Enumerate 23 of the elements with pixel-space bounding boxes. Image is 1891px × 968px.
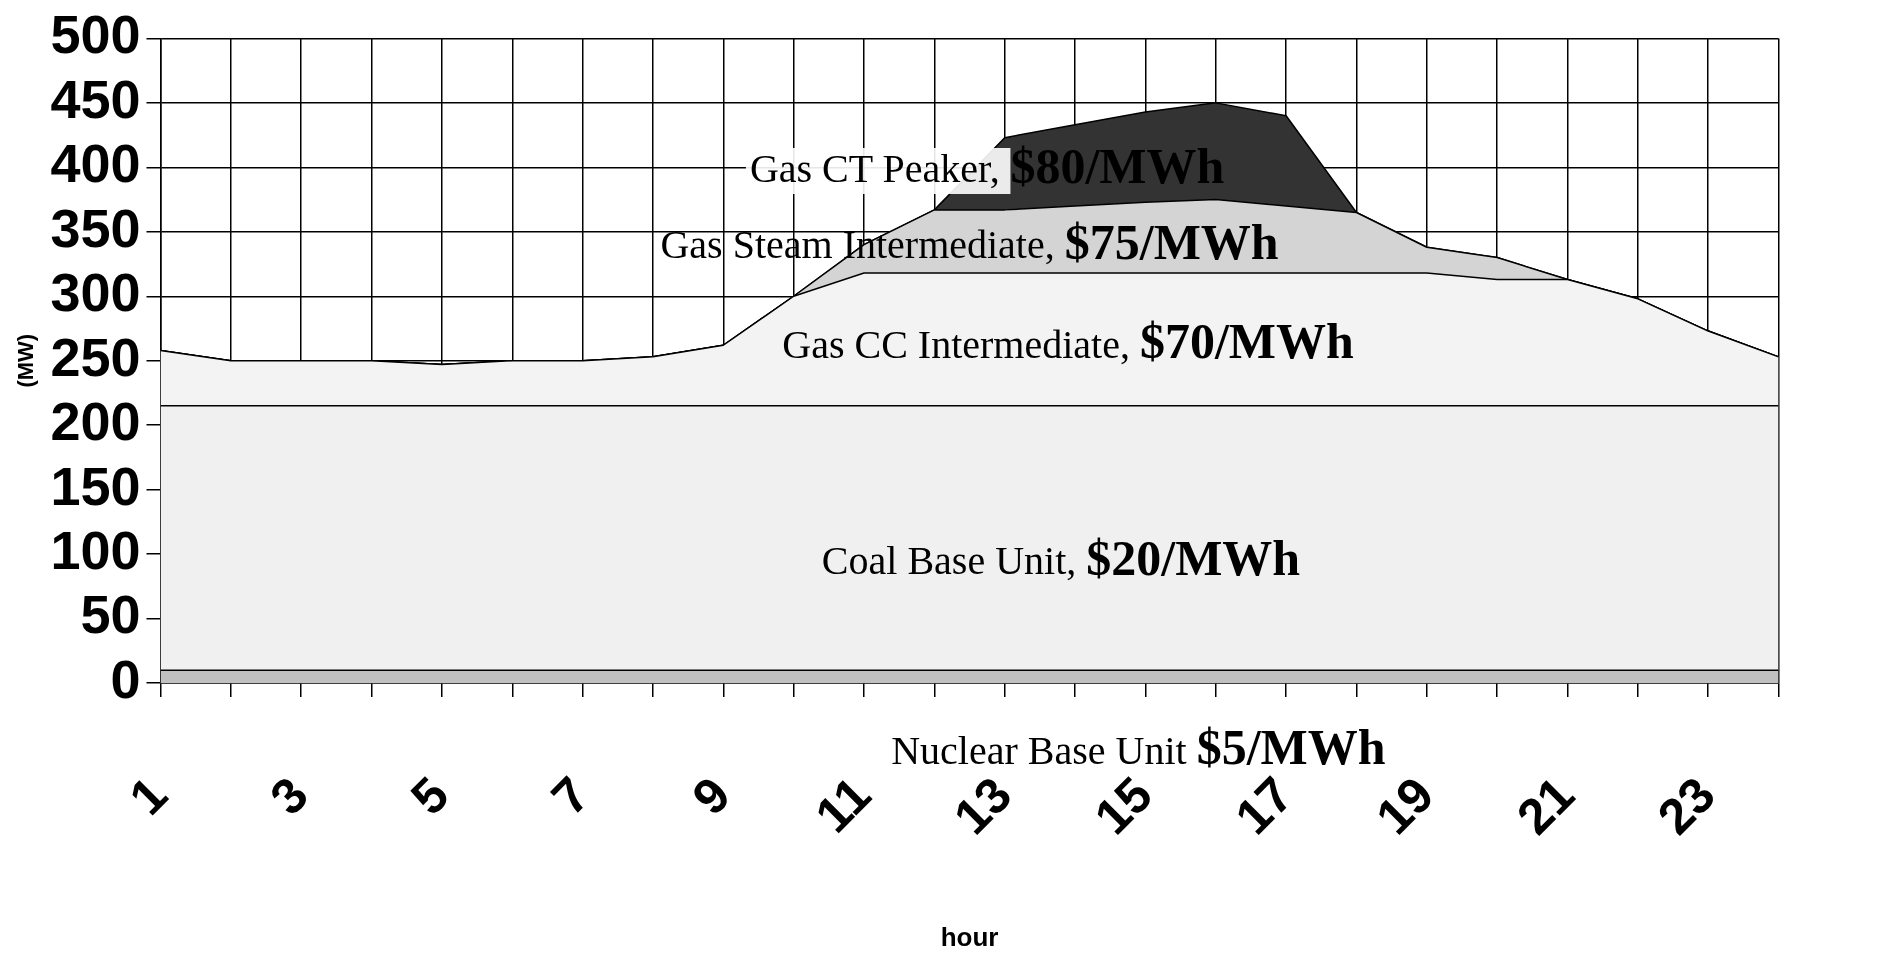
- y-tick-label: 200: [50, 391, 141, 452]
- x-tick-label: 23: [1646, 766, 1726, 846]
- y-tick-label: 350: [50, 197, 141, 258]
- y-tick-label: 250: [50, 326, 141, 387]
- y-tick-label: 50: [80, 584, 141, 645]
- x-tick-label: 21: [1506, 766, 1586, 846]
- x-tick-label: 3: [259, 766, 319, 826]
- y-tick-label: 100: [50, 520, 141, 581]
- x-axis-title: hour: [940, 921, 999, 952]
- y-tick-label: 300: [50, 262, 141, 323]
- x-tick-label: 9: [681, 766, 741, 826]
- x-tick-label: 7: [540, 766, 601, 826]
- y-tick-label: 150: [50, 455, 141, 516]
- y-axis-title: (MW): [13, 333, 39, 388]
- annotation: Coal Base Unit, $20/MWh: [821, 529, 1301, 586]
- y-tick-label: 450: [50, 68, 141, 129]
- x-tick-label: 5: [400, 766, 460, 826]
- x-tick-label: 11: [804, 766, 882, 844]
- y-tick-label: 400: [50, 133, 141, 194]
- annotation: Gas CC Intermediate, $70/MWh: [782, 313, 1354, 370]
- y-tick-label: 500: [50, 4, 141, 65]
- y-tick-label: 0: [110, 648, 141, 709]
- x-tick-label: 1: [118, 766, 179, 826]
